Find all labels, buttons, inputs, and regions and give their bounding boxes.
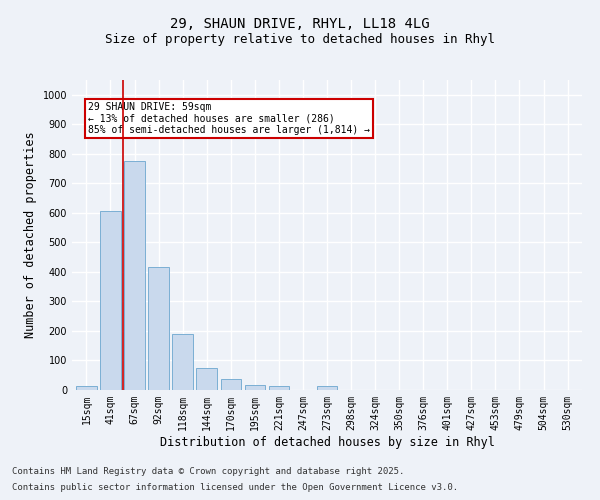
Bar: [172, 334, 193, 390]
Text: Contains public sector information licensed under the Open Government Licence v3: Contains public sector information licen…: [12, 484, 458, 492]
Bar: [245, 384, 265, 390]
Text: 29, SHAUN DRIVE, RHYL, LL18 4LG: 29, SHAUN DRIVE, RHYL, LL18 4LG: [170, 18, 430, 32]
Bar: [269, 386, 289, 390]
Text: Contains HM Land Registry data © Crown copyright and database right 2025.: Contains HM Land Registry data © Crown c…: [12, 467, 404, 476]
Bar: [148, 268, 169, 390]
Y-axis label: Number of detached properties: Number of detached properties: [24, 132, 37, 338]
Bar: [76, 386, 97, 390]
Bar: [317, 386, 337, 390]
Bar: [221, 379, 241, 390]
Bar: [124, 161, 145, 390]
X-axis label: Distribution of detached houses by size in Rhyl: Distribution of detached houses by size …: [160, 436, 494, 448]
Bar: [196, 368, 217, 390]
Text: 29 SHAUN DRIVE: 59sqm
← 13% of detached houses are smaller (286)
85% of semi-det: 29 SHAUN DRIVE: 59sqm ← 13% of detached …: [88, 102, 370, 136]
Bar: [100, 212, 121, 390]
Text: Size of property relative to detached houses in Rhyl: Size of property relative to detached ho…: [105, 32, 495, 46]
